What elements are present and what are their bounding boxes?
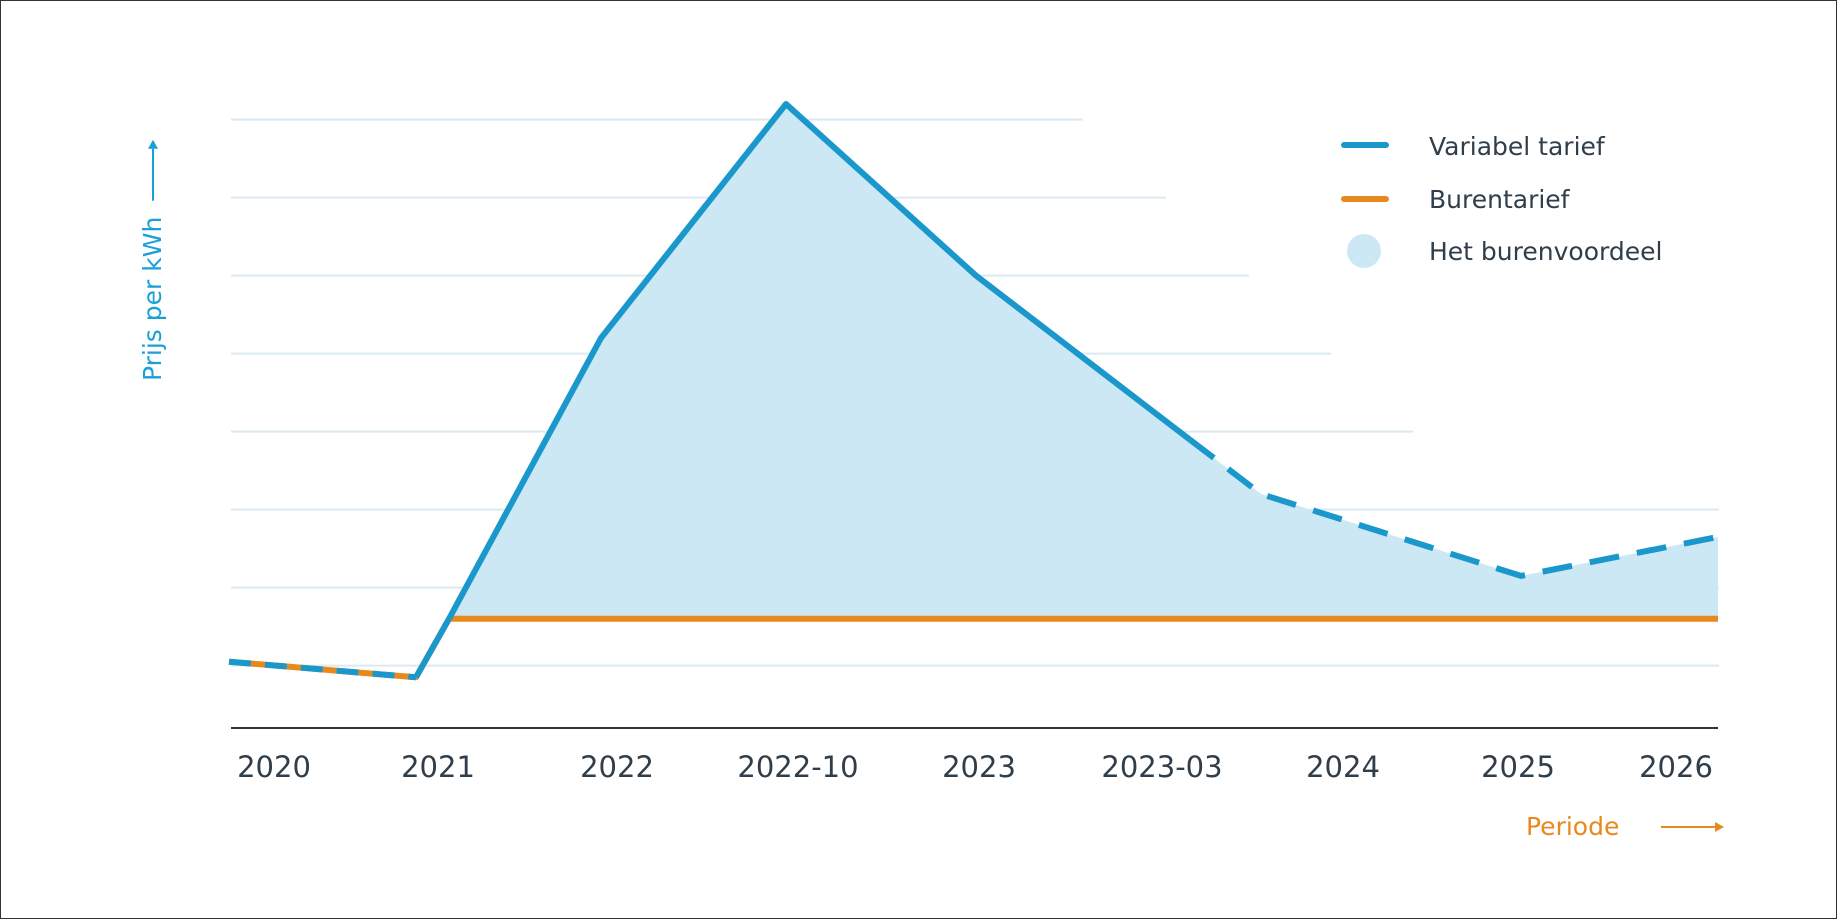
y-axis-label: Prijs per kWh xyxy=(138,217,167,381)
x-tick-label: 2020 xyxy=(237,750,311,784)
x-tick-label: 2021 xyxy=(401,750,475,784)
series-lines xyxy=(228,101,1719,681)
x-tick-label: 2023 xyxy=(942,750,1016,784)
legend: Variabel tarief Burentarief Het burenvoo… xyxy=(1341,132,1662,268)
series-line-variabel-tarief xyxy=(413,101,1192,679)
x-axis-arrowhead-icon xyxy=(1715,822,1724,832)
series-line-variabel-tarief-start xyxy=(228,658,417,681)
legend-label-burentarief: Burentarief xyxy=(1429,185,1571,214)
x-tick-label: 2023-03 xyxy=(1101,750,1222,784)
x-tick-label: 2022 xyxy=(580,750,654,784)
x-tick-labels: 2020 2021 2022 2022-10 2023 2023-03 2024 2025 20… xyxy=(237,750,1713,784)
x-tick-label: 2025 xyxy=(1481,750,1555,784)
x-tick-label: 2024 xyxy=(1306,750,1380,784)
x-tick-label: 2022-10 xyxy=(737,750,858,784)
y-axis-title: Prijs per kWh xyxy=(138,139,167,381)
series-line-burentarief xyxy=(228,615,1718,681)
y-axis-arrowhead-icon xyxy=(148,139,158,149)
legend-swatch-burenvoordeel xyxy=(1347,234,1381,268)
legend-label-variabel-tarief: Variabel tarief xyxy=(1429,132,1606,161)
x-axis-label: Periode xyxy=(1526,812,1619,841)
legend-label-burenvoordeel: Het burenvoordeel xyxy=(1429,237,1662,266)
x-tick-label: 2026 xyxy=(1639,750,1713,784)
